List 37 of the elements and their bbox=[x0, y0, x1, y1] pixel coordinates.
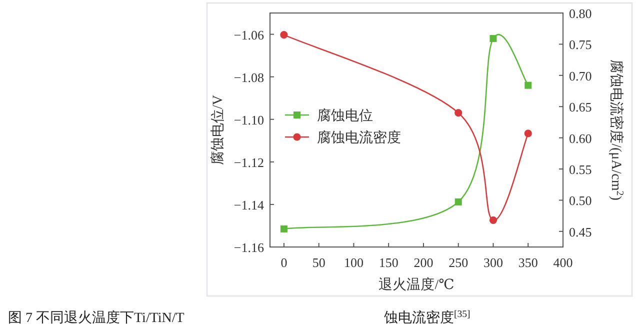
y-tick-label: −1.12 bbox=[234, 154, 264, 170]
point bbox=[280, 225, 288, 232]
legend-label: 腐蚀电位 bbox=[317, 108, 373, 124]
y2-tick-label: 0.45 bbox=[569, 224, 592, 240]
x-axis-title: 退火温度/℃ bbox=[378, 277, 454, 293]
point bbox=[454, 198, 462, 206]
text: 图 7 不同退火温度下Ti/TiN/T bbox=[8, 310, 185, 326]
y-tick-label: −1.10 bbox=[234, 112, 264, 128]
y-tick-label: −1.14 bbox=[234, 197, 264, 212]
point bbox=[490, 35, 497, 42]
y2-tick-label: 0.65 bbox=[569, 100, 592, 115]
y2-tick-label: 0.70 bbox=[569, 68, 592, 84]
x-tick-label: 100 bbox=[344, 255, 364, 270]
point bbox=[524, 130, 532, 138]
point bbox=[489, 216, 498, 224]
x-tick-label: 350 bbox=[518, 255, 538, 270]
legend-label: 腐蚀电流密度 bbox=[317, 130, 401, 146]
y-tick-label: −1.06 bbox=[234, 27, 264, 42]
y-tick-label: −1.16 bbox=[234, 240, 264, 255]
y2-tick-label: 0.60 bbox=[569, 130, 592, 146]
y2-tick-label: 0.80 bbox=[569, 6, 592, 21]
y2-tick-label: 0.55 bbox=[569, 162, 592, 177]
text: 蚀电流密度$^{[35]}$ bbox=[384, 308, 470, 326]
point bbox=[524, 82, 532, 89]
x-tick-label: 300 bbox=[483, 255, 503, 270]
x-tick-label: 50 bbox=[312, 255, 326, 270]
x-tick-label: 150 bbox=[378, 255, 398, 270]
point bbox=[454, 109, 462, 117]
y2-tick-label: 0.50 bbox=[569, 193, 592, 208]
point bbox=[280, 31, 288, 39]
x-tick-label: 200 bbox=[414, 255, 434, 270]
y2-tick-label: 0.75 bbox=[569, 37, 592, 52]
y-tick-label: −1.08 bbox=[234, 70, 264, 85]
x-tick-label: 400 bbox=[553, 255, 573, 270]
x-tick-label: 0 bbox=[280, 255, 288, 270]
x-tick-label: 250 bbox=[448, 255, 468, 270]
y-axis-title: 腐蚀电位/V bbox=[210, 95, 226, 165]
